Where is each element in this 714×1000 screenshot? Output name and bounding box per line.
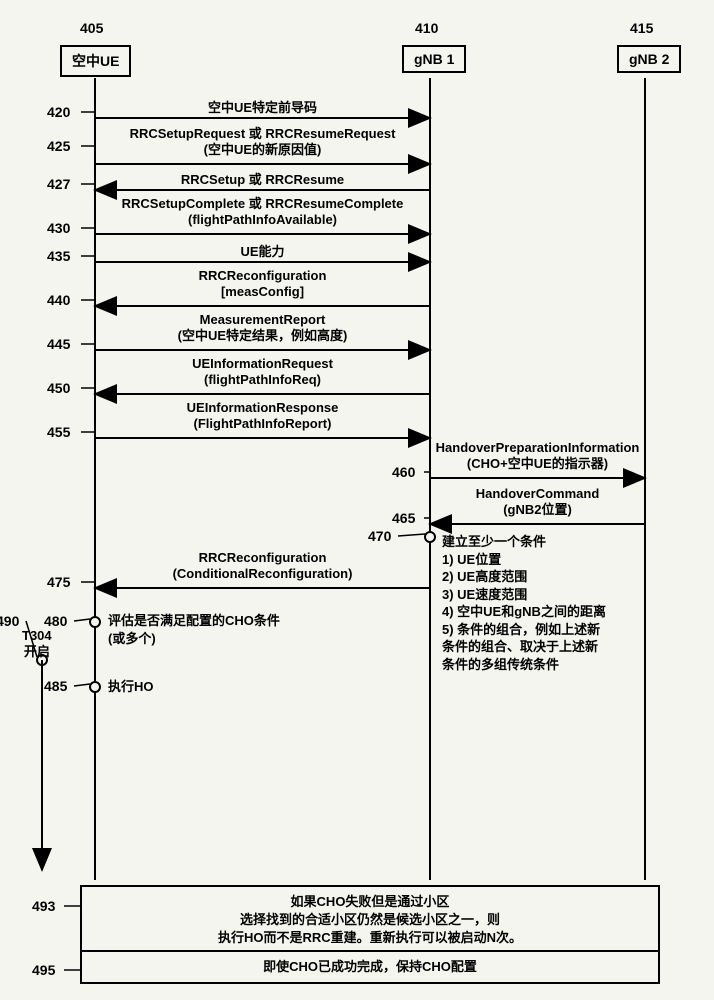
event-num-485: 485	[44, 678, 67, 694]
step-num-440: 440	[47, 292, 70, 308]
step-num-445: 445	[47, 336, 70, 352]
msg-label-430: RRCSetupComplete 或 RRCResumeComplete(fli…	[100, 196, 425, 229]
step-num-460: 460	[392, 464, 415, 480]
msg-label-450: UEInformationRequest(flightPathInfoReq)	[100, 356, 425, 389]
msg-label-465: HandoverCommand(gNB2位置)	[435, 486, 640, 519]
step-num-425: 425	[47, 138, 70, 154]
step-num-430: 430	[47, 220, 70, 236]
box-493: 如果CHO失败但是通过小区选择找到的合适小区仍然是候选小区之一，则执行HO而不是…	[80, 885, 660, 956]
step-num-475: 475	[47, 574, 70, 590]
msg-label-427: RRCSetup 或 RRCResume	[100, 172, 425, 188]
msg-label-455: UEInformationResponse(FlightPathInfoRepo…	[100, 400, 425, 433]
box-495: 即使CHO已成功完成，保持CHO配置	[80, 950, 660, 984]
step-num-435: 435	[47, 248, 70, 264]
event-num-490: 490	[0, 613, 19, 629]
t304-label: T304 开启	[22, 628, 52, 661]
event-num-470: 470	[368, 528, 391, 544]
msg-label-435: UE能力	[100, 244, 425, 260]
lifeline-box-gnb2: gNB 2	[617, 45, 681, 73]
lifeline-box-gnb1: gNB 1	[402, 45, 466, 73]
msg-label-420: 空中UE特定前导码	[100, 100, 425, 116]
msg-label-475: RRCReconfiguration(ConditionalReconfigur…	[100, 550, 425, 583]
note-470: 建立至少一个条件 1) UE位置 2) UE高度范围 3) UE速度范围 4) …	[442, 533, 606, 673]
lifeline-num-ue: 405	[80, 20, 103, 36]
msg-label-445: MeasurementReport(空中UE特定结果，例如高度)	[100, 312, 425, 345]
step-num-455: 455	[47, 424, 70, 440]
note-485: 执行HO	[108, 678, 154, 696]
step-num-465: 465	[392, 510, 415, 526]
msg-label-425: RRCSetupRequest 或 RRCResumeRequest(空中UE的…	[100, 126, 425, 159]
note-480: 评估是否满足配置的CHO条件 (或多个)	[108, 612, 280, 647]
step-num-450: 450	[47, 380, 70, 396]
lifeline-num-gnb1: 410	[415, 20, 438, 36]
step-num-427: 427	[47, 176, 70, 192]
event-num-480: 480	[44, 613, 67, 629]
lifeline-box-ue: 空中UE	[60, 45, 131, 77]
box-num-493: 493	[32, 898, 55, 914]
box-num-495: 495	[32, 962, 55, 978]
step-num-420: 420	[47, 104, 70, 120]
msg-label-440: RRCReconfiguration[measConfig]	[100, 268, 425, 301]
lifeline-num-gnb2: 415	[630, 20, 653, 36]
t304-text: T304 开启	[22, 628, 52, 659]
msg-label-460: HandoverPreparationInformation(CHO+空中UE的…	[435, 440, 640, 473]
